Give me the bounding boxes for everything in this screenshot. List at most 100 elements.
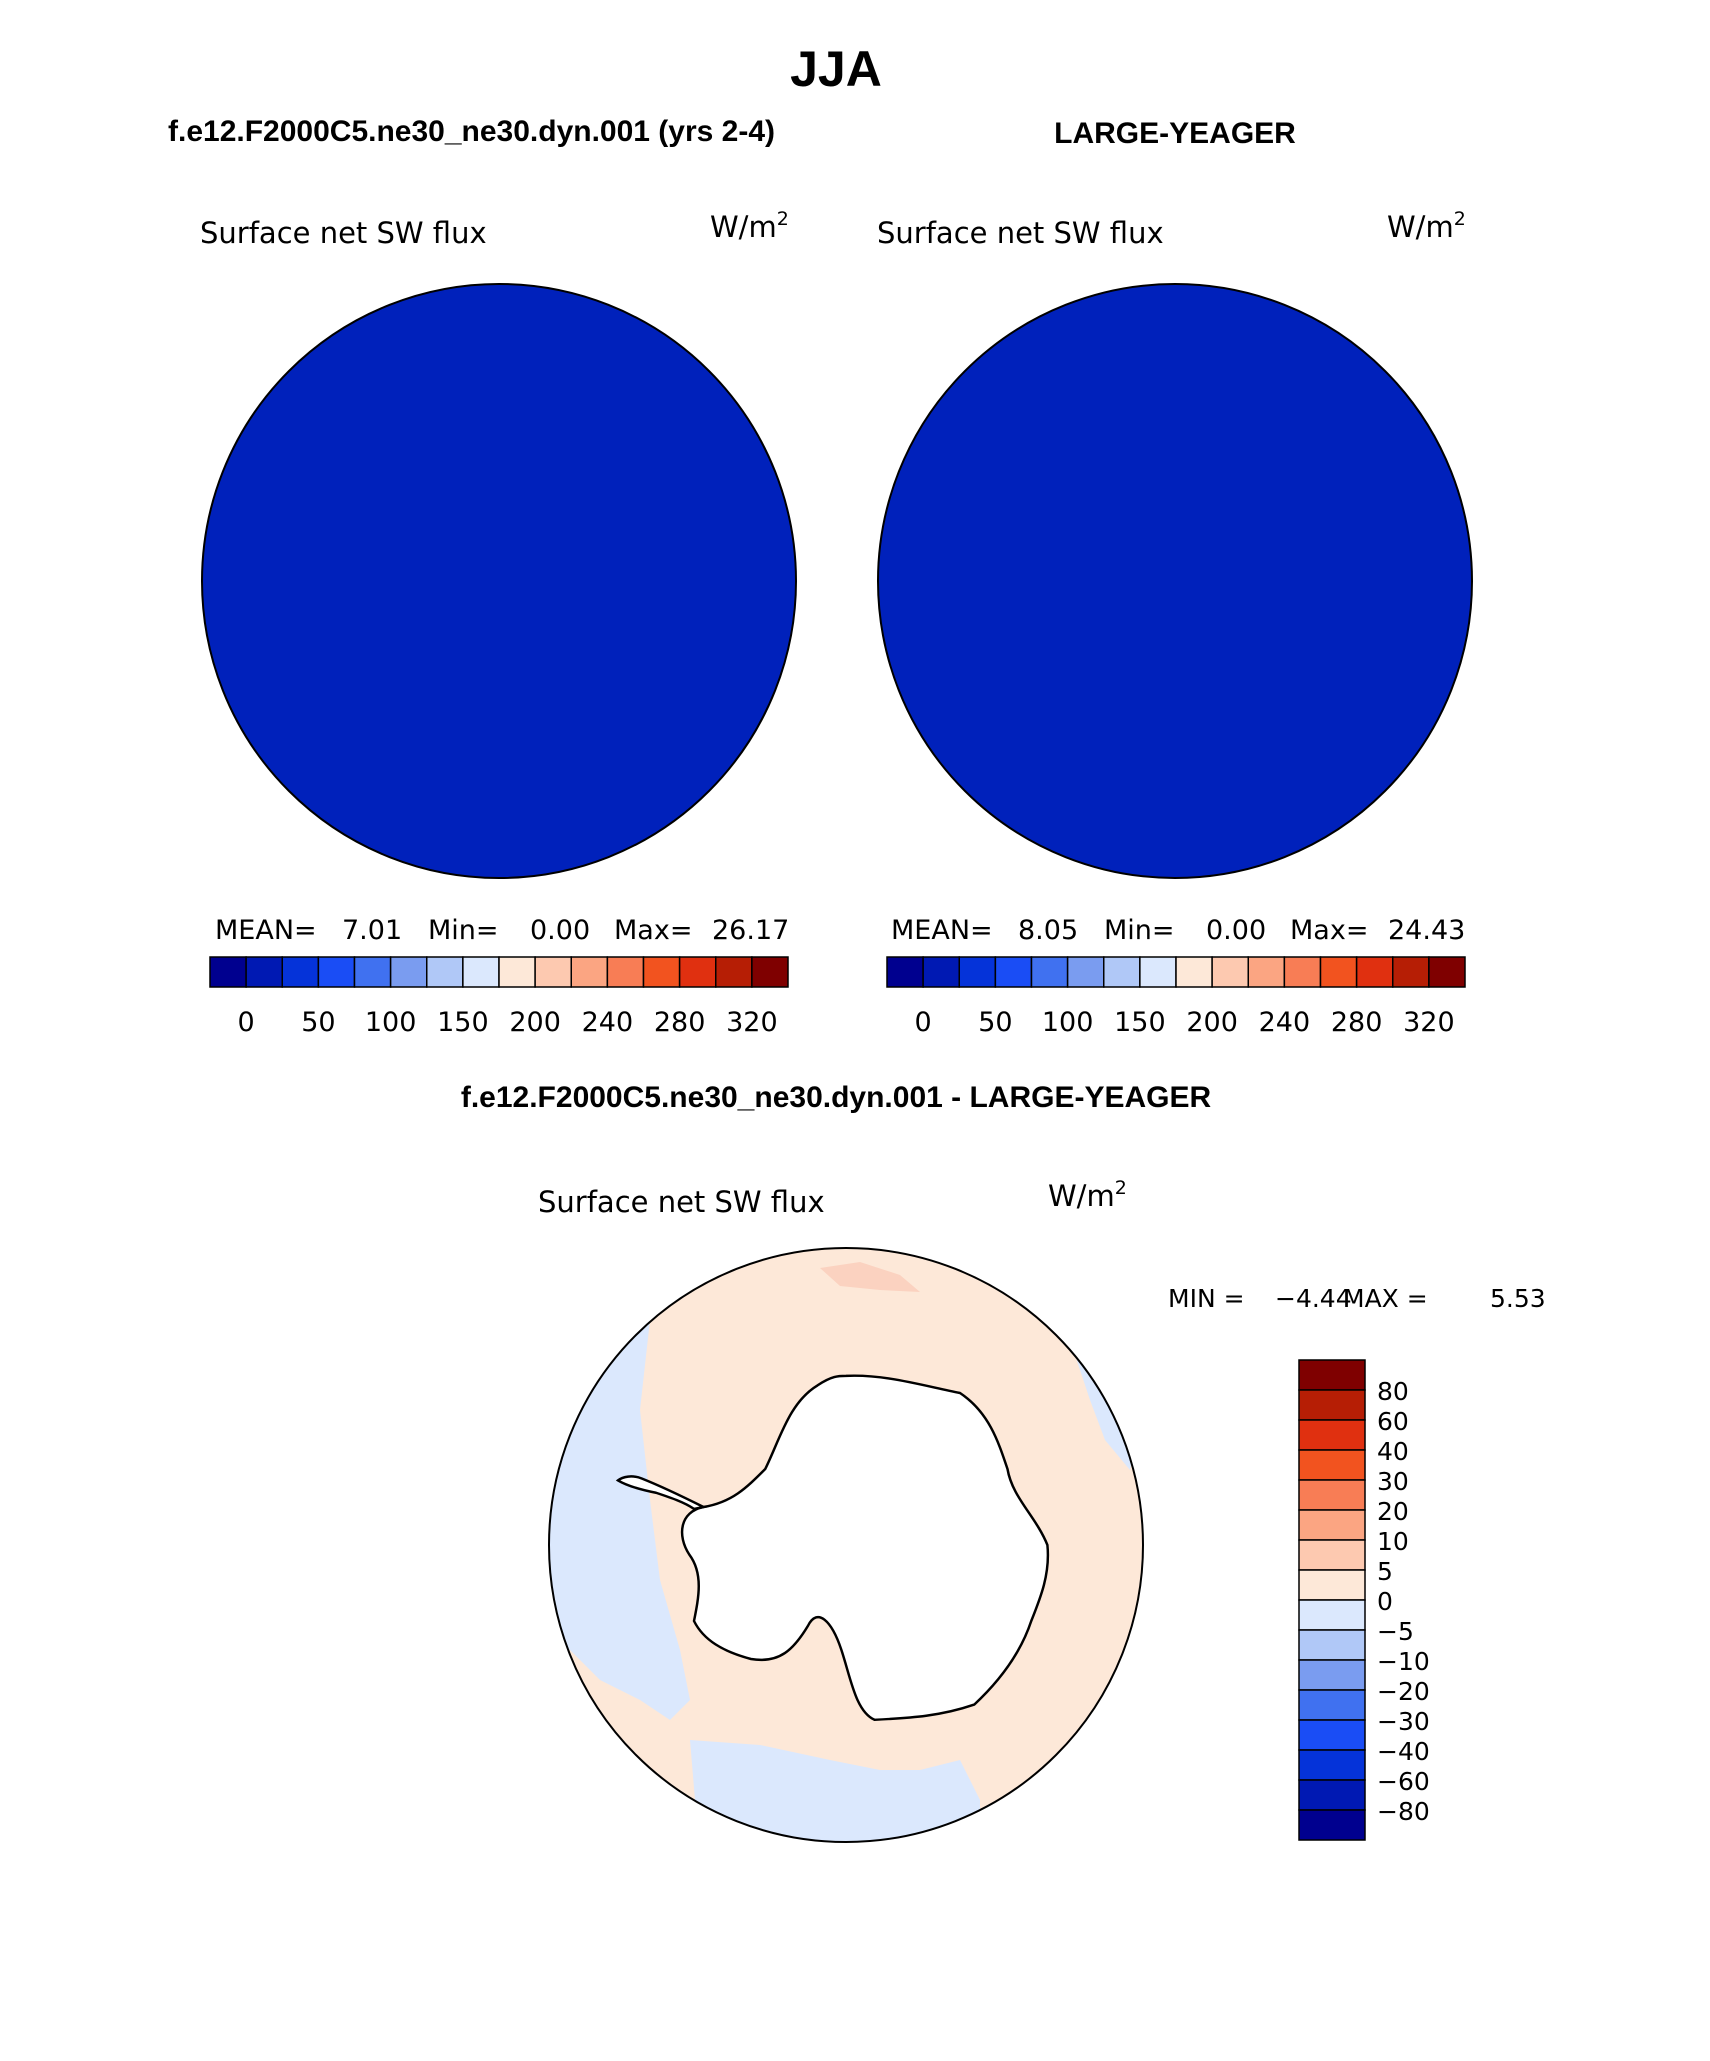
right-colorbar-tick-label: 280 (1331, 1007, 1383, 1038)
diff-colorbar-swatch (1298, 1419, 1366, 1451)
right-colorbar-tick-label: 0 (915, 1007, 932, 1038)
right-colorbar-tick-label: 150 (1114, 1007, 1166, 1038)
right-colorbar-swatch (1247, 956, 1286, 988)
diff-colorbar-swatch (1298, 1629, 1366, 1661)
diff-units-label: W/m2 (1048, 1177, 1127, 1213)
right-stats: MEAN= 8.05 Min= 0.00 Max= 24.43 (891, 915, 1465, 946)
right-colorbar-swatch (994, 956, 1033, 988)
right-case-title: LARGE-YEAGER (1054, 117, 1296, 150)
diff-colorbar-swatch (1298, 1449, 1366, 1481)
left-colorbar-tick-label: 280 (654, 1007, 706, 1038)
diff-colorbar-swatch (1298, 1719, 1366, 1751)
right-colorbar-swatch (1392, 956, 1430, 988)
diff-colorbar-tick-label: 20 (1377, 1497, 1409, 1526)
right-colorbar-swatch (1211, 956, 1249, 988)
diff-colorbar-tick-label: −60 (1377, 1767, 1430, 1796)
right-colorbar-tick-label: 240 (1259, 1007, 1311, 1038)
right-colorbar-swatch (1030, 956, 1069, 988)
right-colorbar-swatch (1319, 956, 1358, 988)
diff-colorbar-tick-label: 0 (1377, 1587, 1393, 1616)
left-colorbar-swatch (534, 956, 572, 988)
left-colorbar-swatch (678, 956, 717, 988)
left-colorbar: 0 50 100 150 200 240 280 320 (209, 956, 789, 1038)
diff-colorbar-tick-label: −30 (1377, 1707, 1430, 1736)
diff-colorbar-tick-label: −80 (1377, 1797, 1430, 1826)
left-colorbar-tick-label: 240 (582, 1007, 634, 1038)
left-colorbar-tick-label: 150 (437, 1007, 489, 1038)
left-colorbar-swatch (209, 956, 247, 988)
right-colorbar-swatch (1139, 956, 1177, 988)
left-variable-label: Surface net SW flux (200, 216, 487, 250)
left-colorbar-swatch (245, 956, 283, 988)
diff-colorbar-tick-label: −40 (1377, 1737, 1430, 1766)
diff-title: f.e12.F2000C5.ne30_ne30.dyn.001 - LARGE-… (461, 1081, 1212, 1114)
left-colorbar-swatch (606, 956, 645, 988)
left-map (201, 283, 797, 879)
left-colorbar-swatch (498, 956, 536, 988)
right-colorbar-swatch (922, 956, 960, 988)
right-colorbar-swatch (1355, 956, 1394, 988)
diff-colorbar-tick-label: 5 (1377, 1557, 1393, 1586)
right-colorbar-swatch (1175, 956, 1213, 988)
right-colorbar-swatch (1283, 956, 1322, 988)
left-colorbar-tick-label: 200 (509, 1007, 561, 1038)
right-colorbar-swatch (958, 956, 997, 988)
right-map-ocean (877, 283, 1473, 879)
left-colorbar-swatch (751, 956, 789, 988)
diff-colorbar-swatch (1298, 1509, 1366, 1541)
left-colorbar-tick-label: 0 (238, 1007, 255, 1038)
left-stats: MEAN= 7.01 Min= 0.00 Max= 26.17 (215, 915, 789, 946)
diff-stats: MIN = −4.44 MAX = 5.53 (1168, 1284, 1546, 1313)
left-colorbar-swatch (281, 956, 320, 988)
right-variable-label: Surface net SW flux (877, 216, 1164, 250)
diff-colorbar-tick-label: 10 (1377, 1527, 1409, 1556)
diff-colorbar-tick-label: −20 (1377, 1677, 1430, 1706)
diff-colorbar-tick-label: 60 (1377, 1407, 1409, 1436)
diff-map (548, 1247, 1144, 1843)
right-colorbar-tick-label: 50 (978, 1007, 1012, 1038)
left-colorbar-swatch (353, 956, 392, 988)
diff-colorbar-swatch (1298, 1809, 1366, 1841)
diff-colorbar-tick-label: −10 (1377, 1647, 1430, 1676)
diff-variable-label: Surface net SW flux (538, 1185, 825, 1219)
diff-colorbar-swatch (1298, 1359, 1366, 1391)
diff-colorbar-tick-label: 30 (1377, 1467, 1409, 1496)
left-colorbar-swatch (426, 956, 464, 988)
diff-panel: Surface net SW flux W/m2 MIN = −4.44 (538, 1177, 1546, 1843)
left-colorbar-swatch (389, 956, 428, 988)
diff-map-border (548, 1247, 1144, 1843)
right-colorbar-swatch (886, 956, 924, 988)
right-colorbar: 0 50 100 150 200 240 280 320 (886, 956, 1466, 1038)
diff-colorbar-swatch (1298, 1599, 1366, 1631)
left-colorbar-tick-label: 320 (726, 1007, 778, 1038)
right-colorbar-swatch (1103, 956, 1141, 988)
diff-colorbar-swatch (1298, 1569, 1366, 1601)
left-colorbar-swatch (642, 956, 681, 988)
left-colorbar-tick-label: 100 (365, 1007, 417, 1038)
right-colorbar-tick-label: 100 (1042, 1007, 1094, 1038)
left-colorbar-swatch (462, 956, 500, 988)
left-case-title: f.e12.F2000C5.ne30_ne30.dyn.001 (yrs 2-4… (168, 115, 775, 148)
diff-colorbar-swatch (1298, 1779, 1366, 1811)
diff-colorbar-swatch (1298, 1389, 1366, 1421)
right-colorbar-swatch (1428, 956, 1466, 988)
diff-colorbar-tick-label: 80 (1377, 1377, 1409, 1406)
left-colorbar-swatch (715, 956, 753, 988)
left-panel: Surface net SW flux W/m2 MEAN= 7.01 Min=… (200, 208, 797, 1038)
diff-colorbar-swatch (1298, 1539, 1366, 1571)
diff-colorbar-tick-label: 40 (1377, 1437, 1409, 1466)
diff-colorbar-swatch (1298, 1659, 1366, 1691)
diff-colorbar-swatch (1298, 1479, 1366, 1511)
diff-negative-patch (584, 1532, 604, 1562)
right-map (877, 283, 1473, 879)
right-units-label: W/m2 (1387, 208, 1466, 244)
diff-colorbar-swatch (1298, 1689, 1366, 1721)
diff-colorbar-swatch (1298, 1749, 1366, 1781)
right-panel: Surface net SW flux W/m2 MEAN= 8.05 Min=… (877, 208, 1473, 1038)
right-colorbar-tick-label: 320 (1403, 1007, 1455, 1038)
left-map-ocean (201, 283, 797, 879)
right-colorbar-swatch (1066, 956, 1105, 988)
right-colorbar-tick-label: 200 (1186, 1007, 1238, 1038)
